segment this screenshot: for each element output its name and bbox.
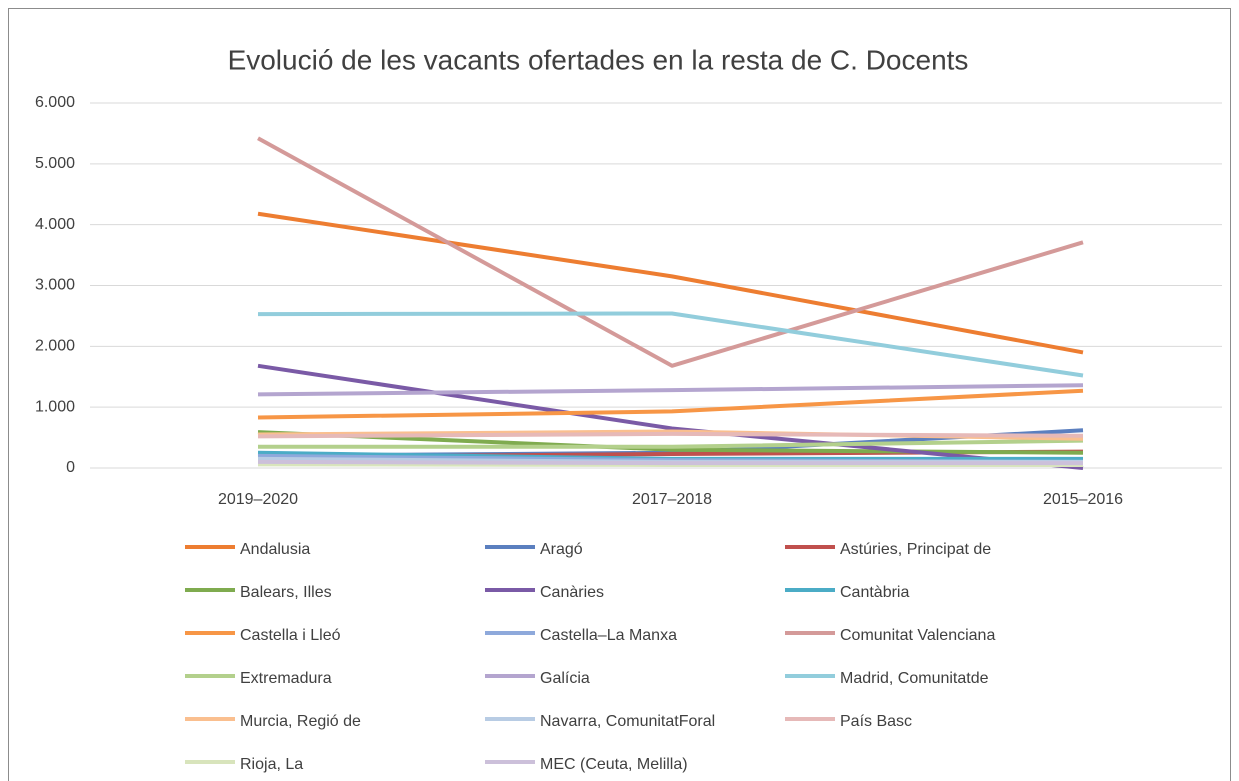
legend-label: MEC (Ceuta, Melilla) bbox=[540, 756, 688, 773]
chart-title: Evolució de les vacants ofertades en la … bbox=[228, 44, 969, 75]
y-tick-label: 2.000 bbox=[35, 338, 75, 355]
y-tick-label: 1.000 bbox=[35, 398, 75, 415]
legend-label: Aragó bbox=[540, 541, 583, 558]
y-tick-label: 6.000 bbox=[35, 94, 75, 111]
x-tick-label: 2015–2016 bbox=[1043, 491, 1123, 508]
series-line bbox=[257, 383, 1084, 397]
legend-label: Cantàbria bbox=[840, 584, 909, 601]
series-line bbox=[258, 438, 1084, 449]
series-line bbox=[257, 363, 1084, 470]
y-tick-label: 3.000 bbox=[35, 277, 75, 294]
legend-label: Navarra, ComunitatForal bbox=[540, 713, 715, 730]
series-line bbox=[257, 311, 1084, 378]
y-tick-label: 4.000 bbox=[35, 216, 75, 233]
series-line bbox=[257, 211, 1084, 355]
legend-label: Andalusia bbox=[240, 541, 310, 558]
series-line bbox=[257, 430, 1084, 455]
legend-label: Balears, Illes bbox=[240, 584, 332, 601]
legend-label: Castella i Lleó bbox=[240, 627, 341, 644]
legend-label: Murcia, Regió de bbox=[240, 713, 361, 730]
y-tick-label: 0 bbox=[66, 459, 75, 476]
x-tick-label: 2017–2018 bbox=[632, 491, 712, 508]
x-tick-label: 2019–2020 bbox=[218, 491, 298, 508]
legend-label: País Basc bbox=[840, 713, 912, 730]
chart-border bbox=[8, 8, 1231, 781]
legend-label: Comunitat Valenciana bbox=[840, 627, 995, 644]
legend-label: Astúries, Principat de bbox=[840, 541, 991, 558]
series-line bbox=[257, 388, 1084, 420]
legend-label: Madrid, Comunitatde bbox=[840, 670, 989, 687]
y-tick-label: 5.000 bbox=[35, 155, 75, 172]
legend-label: Galícia bbox=[540, 670, 590, 687]
series-line bbox=[257, 431, 1084, 439]
series-line bbox=[257, 459, 1083, 466]
legend-label: Castella–La Manxa bbox=[540, 627, 677, 644]
legend-label: Rioja, La bbox=[240, 756, 303, 773]
legend-label: Extremadura bbox=[240, 670, 332, 687]
series-line bbox=[257, 136, 1084, 368]
legend-label: Canàries bbox=[540, 584, 604, 601]
